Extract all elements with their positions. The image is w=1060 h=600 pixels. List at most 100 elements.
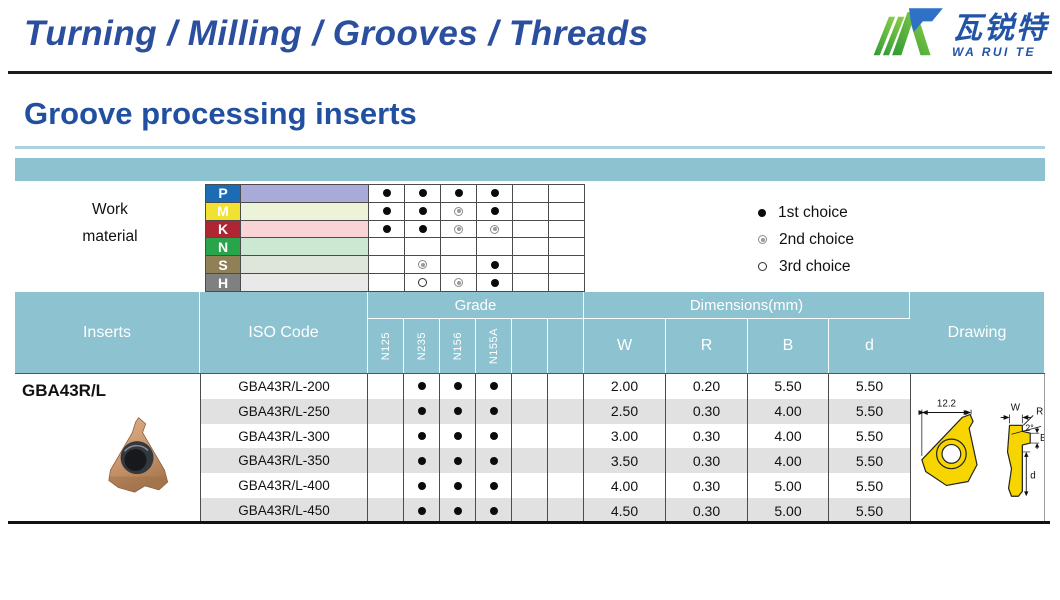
drawing-w-label: W xyxy=(1011,403,1021,414)
dimension-value-cell: 5.00 xyxy=(748,498,829,523)
grade-column-label: N125 xyxy=(379,331,392,361)
grade-column-header: N155A xyxy=(476,319,512,373)
grade-choice-cell xyxy=(368,498,404,523)
choice-mark-2nd xyxy=(454,278,463,288)
grade-choice-cell xyxy=(548,423,584,449)
legend-label: 3rd choice xyxy=(779,257,851,275)
grade-column-header: N235 xyxy=(404,319,440,373)
dimension-value-cell: 5.50 xyxy=(855,378,884,395)
dimension-value-cell: 5.50 xyxy=(748,374,829,399)
grade-choice-cell xyxy=(405,220,441,239)
grade-choice-cell xyxy=(513,202,549,221)
table-row: GBA43R/L-300 3.00 0.30 4.00 5.50 xyxy=(200,423,910,449)
grade-choice-cell xyxy=(369,238,405,257)
grade-choice-cell xyxy=(369,185,405,203)
choice-mark-1st xyxy=(490,278,499,287)
grade-column-header: N156 xyxy=(440,319,476,373)
legend-item: 3rd choice xyxy=(758,253,854,280)
iso-code-cell: GBA43R/L-200 xyxy=(200,374,368,399)
grade-choice-cell xyxy=(549,185,585,203)
choice-mark-1st xyxy=(453,432,462,441)
product-name: GBA43R/L xyxy=(22,381,107,400)
grade-choice-cell xyxy=(476,423,512,449)
grade-choice-cell xyxy=(441,185,477,203)
grade-choice-cell xyxy=(476,448,512,474)
grade-choice-cell xyxy=(404,473,440,499)
logo-latin-name: WA RUI TE xyxy=(952,45,1037,59)
choice-mark-1st xyxy=(489,506,498,515)
dimension-value-cell: 2.50 xyxy=(584,398,666,424)
logo-mark-icon xyxy=(873,8,943,56)
iso-code-cell: GBA43R/L-250 xyxy=(200,398,368,424)
grade-choice-cell xyxy=(513,274,549,292)
grade-choice-cell xyxy=(405,185,441,203)
table-row: GBA43R/L-450 4.50 0.30 5.00 5.50 xyxy=(200,498,910,523)
drawing-r-label: R xyxy=(1036,406,1043,417)
choice-mark-1st xyxy=(489,382,498,391)
choice-mark-1st xyxy=(417,481,426,490)
drawing-d-label: d xyxy=(1030,471,1035,482)
dimension-value-cell: 2.00 xyxy=(584,374,666,399)
grade-choice-cell xyxy=(512,398,548,424)
dimension-value-cell: 0.30 xyxy=(666,448,748,474)
drawing-width-label: 12.2 xyxy=(937,399,956,410)
grade-choice-cell xyxy=(369,220,405,239)
dimension-column-header: B xyxy=(748,319,829,373)
grade-choice-cell xyxy=(548,398,584,424)
work-material-row: M xyxy=(206,202,585,221)
grade-choice-cell xyxy=(548,498,584,523)
choice-mark-1st xyxy=(418,189,427,198)
grade-choice-cell xyxy=(549,274,585,292)
grade-column-header xyxy=(548,319,584,373)
choice-mark-1st xyxy=(489,407,498,416)
choice-mark-1st xyxy=(417,382,426,391)
material-band xyxy=(241,220,369,239)
dimension-value-cell: 5.50 xyxy=(855,428,884,445)
choice-mark-1st xyxy=(418,207,427,216)
header-divider xyxy=(8,71,1052,74)
choice-mark-2nd xyxy=(758,235,767,244)
grade-choice-cell xyxy=(440,374,476,399)
grade-choice-cell xyxy=(440,398,476,424)
grade-subheaders: N125 N235 N156 N155A xyxy=(368,319,584,373)
grade-choice-cell xyxy=(512,498,548,523)
dimension-value-cell: 4.00 xyxy=(748,448,829,474)
grade-choice-cell xyxy=(368,423,404,449)
grade-choice-cell xyxy=(440,423,476,449)
dimension-column-header: d xyxy=(865,337,874,354)
logo-text: 瓦锐特 WA RUI TE xyxy=(952,14,1048,59)
grade-choice-cell xyxy=(476,498,512,523)
iso-code-cell: GBA43R/L-400 xyxy=(200,473,368,499)
grade-choice-cell xyxy=(440,498,476,523)
dimension-value-cell: 4.00 xyxy=(748,423,829,449)
work-material-row: H xyxy=(206,274,585,292)
grade-choice-cell xyxy=(548,448,584,474)
grade-column-label: N235 xyxy=(415,331,428,361)
grade-choice-cell xyxy=(477,274,513,292)
page-title: Groove processing inserts xyxy=(24,96,417,131)
choice-mark-2nd xyxy=(418,260,427,270)
column-header-inserts: Inserts xyxy=(15,292,200,373)
drawing-angle-label: 2° xyxy=(1025,423,1034,433)
dimension-value-cell: 5.00 xyxy=(748,473,829,499)
company-logo: 瓦锐特 WA RUI TE xyxy=(870,6,1048,66)
grade-choice-cell xyxy=(513,238,549,257)
drawing-panel: 12.2 W R 2° B xyxy=(910,374,1047,523)
grade-choice-cell xyxy=(369,202,405,221)
grade-choice-cell xyxy=(404,423,440,449)
choice-mark-1st xyxy=(417,456,426,465)
choice-mark-1st xyxy=(417,506,426,515)
dimension-value-cell: 4.50 xyxy=(584,498,666,523)
table-row: GBA43R/L-350 3.50 0.30 4.00 5.50 xyxy=(200,448,910,474)
grade-choice-cell xyxy=(549,256,585,275)
grade-choice-cell xyxy=(477,238,513,257)
grade-choice-cell xyxy=(477,202,513,221)
section-band xyxy=(15,158,1045,181)
grade-choice-cell xyxy=(549,238,585,257)
choice-mark-1st xyxy=(489,432,498,441)
grade-column-label: N155A xyxy=(487,327,500,365)
grade-choice-cell xyxy=(477,185,513,203)
dimension-value-cell: 5.50 xyxy=(855,403,884,420)
grade-choice-cell xyxy=(512,423,548,449)
material-code-H: H xyxy=(206,274,241,292)
